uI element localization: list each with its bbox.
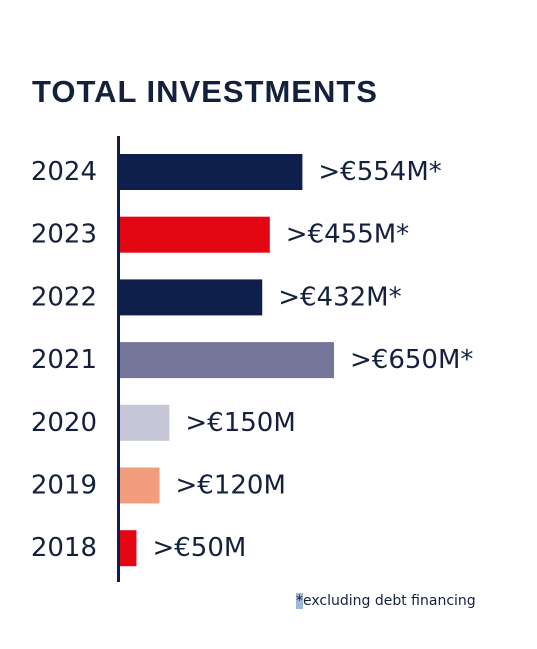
data-label-2023: >€455M*: [286, 220, 409, 250]
data-label-2020: >€150M: [185, 408, 295, 438]
data-label-2018: >€50M: [152, 533, 246, 563]
chart-title: TOTAL INVESTMENTS: [32, 74, 378, 109]
category-label-2023: 2023: [31, 220, 97, 250]
data-label-2022: >€432M*: [278, 282, 401, 312]
data-label-2019: >€120M: [176, 471, 286, 501]
bar-2020: [120, 404, 170, 441]
footnote: *excluding debt financing: [296, 593, 476, 609]
bar-2018: [120, 530, 137, 567]
category-label-2019: 2019: [31, 471, 97, 501]
bar-2021: [120, 342, 334, 379]
footnote-text: excluding debt financing: [303, 593, 476, 609]
category-label-2021: 2021: [31, 345, 97, 375]
bar-2022: [120, 279, 263, 316]
category-label-2022: 2022: [31, 282, 97, 312]
footnote-marker: *: [296, 593, 303, 609]
bar-2024: [120, 154, 303, 190]
category-label-2020: 2020: [31, 408, 97, 438]
data-label-2021: >€650M*: [350, 345, 473, 375]
category-label-2024: 2024: [31, 157, 97, 187]
category-label-2018: 2018: [31, 533, 97, 563]
bar-2023: [120, 216, 270, 253]
data-label-2024: >€554M*: [318, 157, 441, 187]
bar-2019: [120, 467, 160, 504]
